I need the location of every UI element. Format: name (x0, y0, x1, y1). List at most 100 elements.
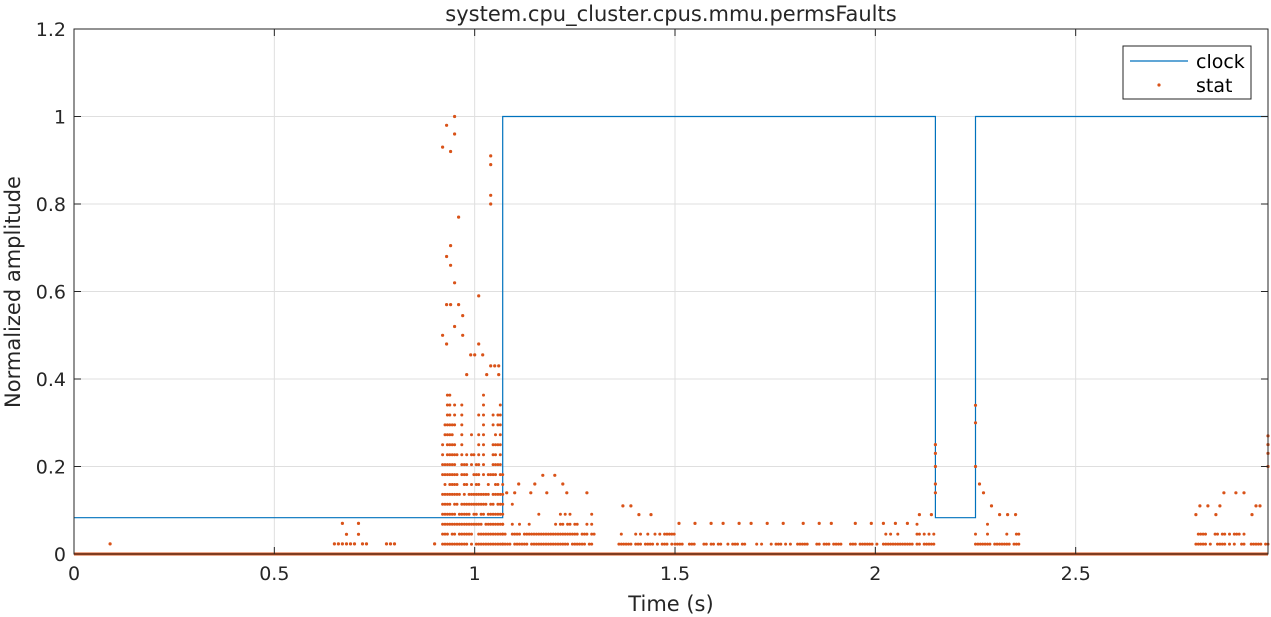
stat-point (917, 513, 922, 517)
stat-point (629, 504, 633, 508)
stat-point (506, 542, 509, 546)
stat-point (479, 502, 483, 506)
stat-point (448, 413, 452, 417)
stat-point (453, 324, 457, 329)
stat-point (489, 522, 493, 526)
stat-point (974, 532, 977, 536)
y-tick-label: 0 (54, 544, 66, 566)
stat-point (988, 542, 992, 546)
stat-point (462, 463, 466, 467)
stat-point (510, 502, 514, 506)
stat-point (986, 542, 989, 546)
stat-point (460, 542, 464, 546)
stat-point (553, 473, 557, 477)
stat-point (922, 532, 926, 536)
legend-stat-label: stat (1196, 75, 1232, 97)
stat-point (634, 532, 638, 536)
stat-point (646, 542, 650, 546)
stat-point (453, 512, 457, 516)
stat-point (815, 542, 819, 546)
stat-point (450, 483, 454, 486)
stat-point (481, 353, 485, 357)
stat-point (1194, 513, 1198, 517)
stat-point (648, 542, 652, 546)
stat-point (542, 542, 546, 546)
stat-point (527, 532, 531, 536)
stat-point (450, 433, 454, 437)
stat-point (336, 542, 340, 546)
stat-point (868, 542, 872, 546)
stat-point (332, 542, 336, 546)
stat-point (974, 542, 977, 546)
stat-point (477, 473, 481, 477)
stat-point (467, 502, 471, 506)
stat-point (1216, 542, 1219, 546)
stat-point (477, 532, 481, 536)
stat-point (534, 542, 538, 546)
stat-point (803, 542, 807, 546)
stat-point (441, 463, 445, 467)
stat-point (893, 521, 898, 526)
stat-point (486, 483, 490, 486)
stat-point (486, 492, 490, 496)
stat-point (693, 521, 697, 526)
stat-point (716, 542, 720, 546)
stat-point (453, 522, 457, 526)
stat-point (1254, 504, 1258, 508)
stat-point (443, 542, 447, 546)
stat-point (453, 542, 457, 546)
stat-point (687, 542, 691, 546)
stat-point (482, 433, 485, 437)
stat-point (517, 482, 521, 486)
stat-point (1223, 532, 1227, 536)
stat-point (530, 542, 534, 546)
stat-point (1000, 542, 1004, 546)
stat-point (1228, 542, 1231, 546)
stat-point (448, 443, 452, 447)
stat-point (455, 502, 459, 506)
stat-point (539, 532, 543, 536)
stat-point (927, 532, 931, 536)
stat-point (905, 521, 910, 526)
stat-point (1005, 532, 1009, 536)
stat-point (702, 542, 706, 546)
stat-point (837, 542, 840, 546)
stat-point (1214, 513, 1218, 517)
stat-point (1228, 532, 1231, 536)
stat-point (443, 512, 447, 516)
stat-point (445, 342, 449, 346)
stat-point (646, 532, 650, 536)
stat-point (443, 483, 447, 486)
stat-point (776, 542, 780, 546)
stat-point (477, 492, 481, 496)
stat-point (498, 413, 502, 417)
stat-point (482, 443, 485, 447)
stat-point (384, 542, 389, 546)
stat-point (450, 532, 454, 536)
stat-point (781, 521, 785, 526)
stat-point (443, 522, 447, 526)
stat-point (568, 512, 572, 516)
stat-point (496, 413, 500, 417)
stat-point (973, 421, 978, 425)
stat-point (457, 532, 461, 536)
stat-point (853, 521, 857, 526)
stat-point (457, 542, 461, 546)
stat-point (501, 483, 505, 486)
stat-point (497, 373, 501, 377)
stat-point (445, 303, 449, 307)
stat-point (472, 522, 476, 526)
stat-point (731, 542, 735, 546)
stat-point (672, 532, 676, 536)
stat-point (886, 542, 890, 546)
x-tick-label: 0 (68, 563, 80, 585)
stat-point (465, 512, 469, 516)
stat-point (453, 483, 457, 486)
stat-point (445, 254, 449, 259)
stat-point (489, 193, 493, 197)
stat-point (617, 542, 621, 546)
stat-point (498, 453, 502, 457)
stat-point (462, 502, 466, 506)
stat-point (549, 542, 553, 546)
stat-point (450, 473, 454, 477)
